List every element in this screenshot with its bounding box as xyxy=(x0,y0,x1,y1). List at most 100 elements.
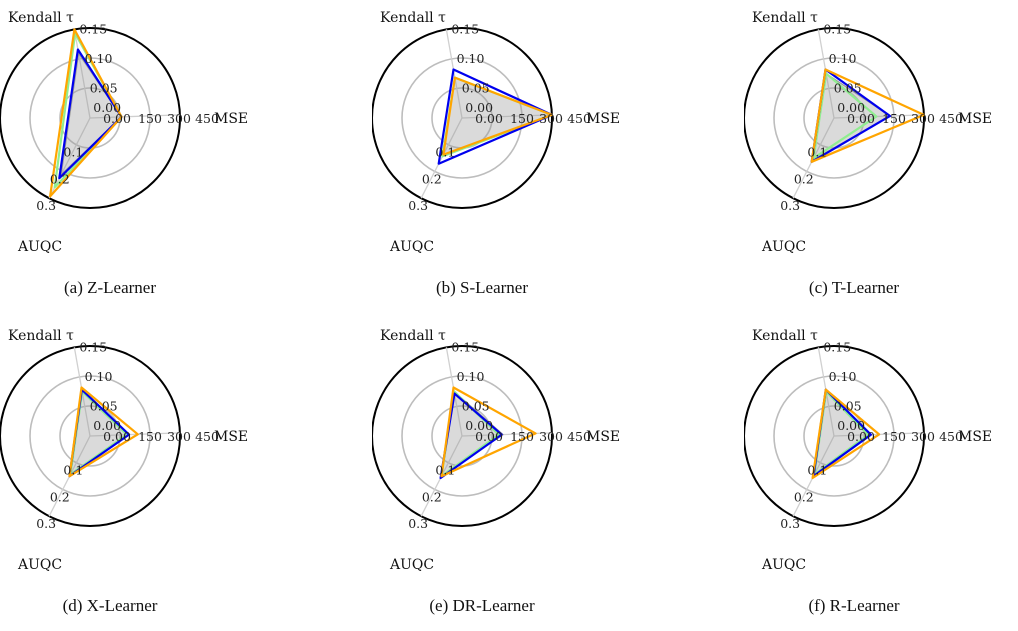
axis-label: Kendall τ xyxy=(752,328,818,344)
auqc-tick-label: 0.1 xyxy=(435,463,455,478)
series-polygon xyxy=(68,386,139,478)
axis-spoke xyxy=(73,29,91,119)
series-polygon xyxy=(810,68,925,163)
mse-tick-label: 450 xyxy=(939,111,963,126)
kendall-tick-label: 0.05 xyxy=(462,398,490,413)
mse-tick-label: 450 xyxy=(939,429,963,444)
axis-label: Kendall τ xyxy=(8,10,74,26)
auqc-tick-label: 0.1 xyxy=(807,463,827,478)
axis-label: AUQC xyxy=(761,239,806,255)
mse-tick-label: 300 xyxy=(911,429,935,444)
kendall-tick-label: 0.15 xyxy=(79,21,107,36)
series-polygon xyxy=(48,28,123,198)
grid-ring xyxy=(29,375,151,497)
axis-spoke xyxy=(89,432,180,437)
kendall-tick-label: 0.10 xyxy=(85,369,113,384)
radar-plot: 0.00 150 300 450 0.00 0.05 0.10 0.15 0.1 0.2 0.3 MS… xyxy=(0,10,248,255)
auqc-tick-label: 0.3 xyxy=(780,198,800,213)
kendall-tick-label: 0.05 xyxy=(834,398,862,413)
auqc-tick-label: 0.2 xyxy=(422,489,442,504)
radar-plot: 0.00 150 300 450 0.00 0.05 0.10 0.15 0.1 0.2 0.3 MS… xyxy=(744,10,992,255)
auqc-tick-label: 0.3 xyxy=(408,198,428,213)
kendall-tick-label: 0.00 xyxy=(837,418,865,433)
mse-tick-label: 0.00 xyxy=(103,429,131,444)
axis-label: MSE xyxy=(958,111,992,127)
panel-caption: (d) X-Learner xyxy=(62,596,158,615)
axis-label: MSE xyxy=(958,429,992,445)
radar-plot: 0.00 150 300 450 0.00 0.05 0.10 0.15 0.1 0.2 0.3 MS… xyxy=(372,328,620,573)
kendall-tick-label: 0.15 xyxy=(823,21,851,36)
mse-tick-label: 150 xyxy=(510,429,534,444)
auqc-tick-label: 0.1 xyxy=(63,145,83,160)
panel-caption: (c) T-Learner xyxy=(808,278,900,297)
axis-label: Kendall τ xyxy=(380,328,446,344)
radar-plot: 0.00 150 300 450 0.00 0.05 0.10 0.15 0.1 0.2 0.3 MS… xyxy=(0,328,248,573)
kendall-tick-label: 0.10 xyxy=(457,369,485,384)
axis-label: AUQC xyxy=(17,239,62,255)
mse-tick-label: 0.00 xyxy=(475,429,503,444)
kendall-tick-label: 0.10 xyxy=(829,51,857,66)
axis-label: MSE xyxy=(586,429,620,445)
mse-tick-label: 300 xyxy=(539,429,563,444)
kendall-tick-label: 0.00 xyxy=(93,418,121,433)
axis-label: Kendall τ xyxy=(752,10,818,26)
mse-tick-label: 150 xyxy=(138,111,162,126)
kendall-tick-label: 0.10 xyxy=(829,369,857,384)
mse-tick-label: 450 xyxy=(195,429,219,444)
mse-tick-label: 300 xyxy=(539,111,563,126)
grid-ring xyxy=(803,405,865,467)
axis-label: MSE xyxy=(214,429,248,445)
kendall-tick-label: 0.00 xyxy=(93,100,121,115)
kendall-tick-label: 0.15 xyxy=(451,21,479,36)
auqc-tick-label: 0.1 xyxy=(63,463,83,478)
panel-caption: (e) DR-Learner xyxy=(429,596,535,615)
kendall-tick-label: 0.05 xyxy=(462,80,490,95)
radar-panel: 0.00 150 300 450 0.00 0.05 0.10 0.15 0.1 0.2 0.3 MS… xyxy=(0,318,340,628)
kendall-tick-label: 0.05 xyxy=(834,80,862,95)
grid-ring xyxy=(773,375,895,497)
axis-spoke xyxy=(461,432,552,437)
mse-tick-label: 300 xyxy=(167,429,191,444)
mse-tick-label: 150 xyxy=(882,111,906,126)
mse-tick-label: 0.00 xyxy=(847,429,875,444)
panel-caption: (a) Z-Learner xyxy=(63,278,156,297)
outer-ring xyxy=(744,345,925,527)
kendall-tick-label: 0.15 xyxy=(451,339,479,354)
mse-tick-label: 0.00 xyxy=(475,111,503,126)
auqc-tick-label: 0.3 xyxy=(36,516,56,531)
outer-ring xyxy=(372,345,553,527)
grid-ring xyxy=(773,57,895,179)
axis-label: AUQC xyxy=(17,557,62,573)
outer-ring xyxy=(0,345,181,527)
axis-label: Kendall τ xyxy=(380,10,446,26)
mse-tick-label: 300 xyxy=(167,111,191,126)
axis-spoke xyxy=(89,114,180,119)
mse-tick-label: 0.00 xyxy=(847,111,875,126)
kendall-tick-label: 0.10 xyxy=(457,51,485,66)
auqc-tick-label: 0.3 xyxy=(36,198,56,213)
axis-label: Kendall τ xyxy=(8,328,74,344)
auqc-tick-label: 0.3 xyxy=(780,516,800,531)
panel-caption: (f) R-Learner xyxy=(808,596,900,615)
radar-panel: 0.00 150 300 450 0.00 0.05 0.10 0.15 0.1 0.2 0.3 MS… xyxy=(372,0,712,310)
axis-spoke xyxy=(420,117,463,199)
kendall-tick-label: 0.15 xyxy=(79,339,107,354)
axis-spoke xyxy=(833,114,924,119)
outer-ring xyxy=(744,27,925,209)
auqc-tick-label: 0.1 xyxy=(807,145,827,160)
mse-tick-label: 450 xyxy=(567,429,591,444)
mse-tick-label: 150 xyxy=(138,429,162,444)
mse-tick-label: 450 xyxy=(567,111,591,126)
mse-tick-label: 150 xyxy=(510,111,534,126)
series-polygon xyxy=(812,72,878,160)
mse-tick-label: 450 xyxy=(195,111,219,126)
axis-label: MSE xyxy=(214,111,248,127)
axis-spoke xyxy=(461,114,552,119)
kendall-tick-label: 0.00 xyxy=(465,100,493,115)
radar-panel: 0.00 150 300 450 0.00 0.05 0.10 0.15 0.1 0.2 0.3 MS… xyxy=(0,0,340,310)
series-polygon xyxy=(442,76,553,156)
axis-label: AUQC xyxy=(389,557,434,573)
radar-plot: 0.00 150 300 450 0.00 0.05 0.10 0.15 0.1 0.2 0.3 MS… xyxy=(372,10,620,255)
panel-caption: (b) S-Learner xyxy=(435,278,529,297)
